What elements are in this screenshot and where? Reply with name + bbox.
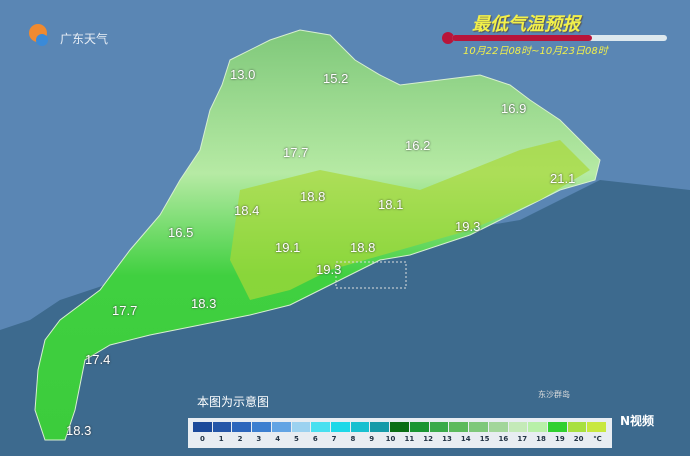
temp-label: 17.4: [85, 352, 111, 367]
temp-label: 13.0: [230, 67, 256, 82]
legend-tick: 17: [517, 435, 528, 443]
legend-swatch: [232, 422, 252, 432]
legend-swatch: [449, 422, 469, 432]
legend-swatch: [390, 422, 409, 432]
legend-tick: 5: [294, 435, 299, 443]
legend-swatch: [587, 422, 607, 432]
temp-label: 16.2: [405, 138, 431, 153]
thermometer-bulb: [442, 32, 454, 44]
legend-tick: 16: [498, 435, 509, 443]
legend-tick: 7: [331, 435, 337, 443]
legend-swatch: [547, 422, 567, 432]
temp-label: 19.3: [455, 219, 481, 234]
legend-tick: 20: [573, 435, 584, 443]
map-title: 最低气温预报: [472, 14, 580, 35]
forecast-period: 10月22日08时~10月23日08时: [463, 46, 608, 57]
temp-label: 16.5: [168, 225, 194, 240]
legend-swatch: [370, 422, 390, 432]
legend-swatch: [212, 422, 232, 432]
temp-label: 19.3: [316, 262, 342, 277]
temp-label: 18.1: [378, 197, 404, 212]
temp-label: 18.3: [191, 296, 217, 311]
temp-label: 15.2: [323, 71, 349, 86]
legend-swatch: [508, 422, 528, 432]
temp-label: 18.8: [350, 240, 376, 255]
legend-tick: 1: [218, 435, 224, 443]
legend-swatch: [311, 422, 331, 432]
temp-label: 19.1: [275, 240, 301, 255]
legend-swatch: [350, 422, 370, 432]
legend-tick: 15: [479, 435, 490, 443]
island-label: 东沙群岛: [538, 390, 570, 399]
legend-tick: 14: [460, 435, 471, 443]
legend-tick: 6: [312, 435, 318, 443]
legend-swatch: [429, 422, 449, 432]
logo-cloud-icon: [36, 34, 48, 46]
brand-name: 广东天气: [60, 32, 109, 46]
legend-swatch: [469, 422, 488, 432]
legend-tick: 12: [423, 435, 434, 443]
legend-swatch: [252, 422, 271, 432]
legend-tick: 10: [385, 435, 396, 443]
legend-swatch: [193, 422, 212, 432]
warm-zone: [230, 140, 590, 300]
legend-unit: ℃: [593, 435, 602, 443]
legend-tick: 8: [350, 435, 356, 443]
thermometer-fill: [452, 35, 592, 41]
legend-tick: 19: [554, 435, 565, 443]
legend-swatch: [528, 422, 547, 432]
temp-label: 17.7: [283, 145, 309, 160]
legend-tick: 2: [237, 435, 243, 443]
legend-tick: 18: [536, 435, 546, 443]
legend-swatch: [409, 422, 429, 432]
legend-swatch: [488, 422, 508, 432]
schematic-note: 本图为示意图: [197, 395, 270, 409]
temp-label: 18.3: [66, 423, 92, 438]
legend-swatch: [331, 422, 350, 432]
temp-label: 18.4: [234, 203, 260, 218]
legend-tick: 3: [256, 435, 262, 443]
watermark: N视频: [620, 414, 655, 428]
legend-tick: 9: [369, 435, 375, 443]
legend-swatch: [291, 422, 311, 432]
legend-tick: 11: [404, 435, 415, 443]
temp-label: 17.7: [112, 303, 138, 318]
legend-tick: 13: [442, 435, 452, 443]
color-legend: 0 1 2 3 4 5 6 7 8 9 10 11 12 13 14 15 16 17 18 19 20 ℃: [188, 418, 612, 448]
legend-swatch: [567, 422, 587, 432]
temp-label: 16.9: [501, 101, 527, 116]
legend-tick: 0: [199, 435, 205, 443]
legend-tick: 4: [275, 435, 281, 443]
temp-label: 21.1: [550, 171, 576, 186]
legend-swatch: [271, 422, 291, 432]
temp-label: 18.8: [300, 189, 326, 204]
